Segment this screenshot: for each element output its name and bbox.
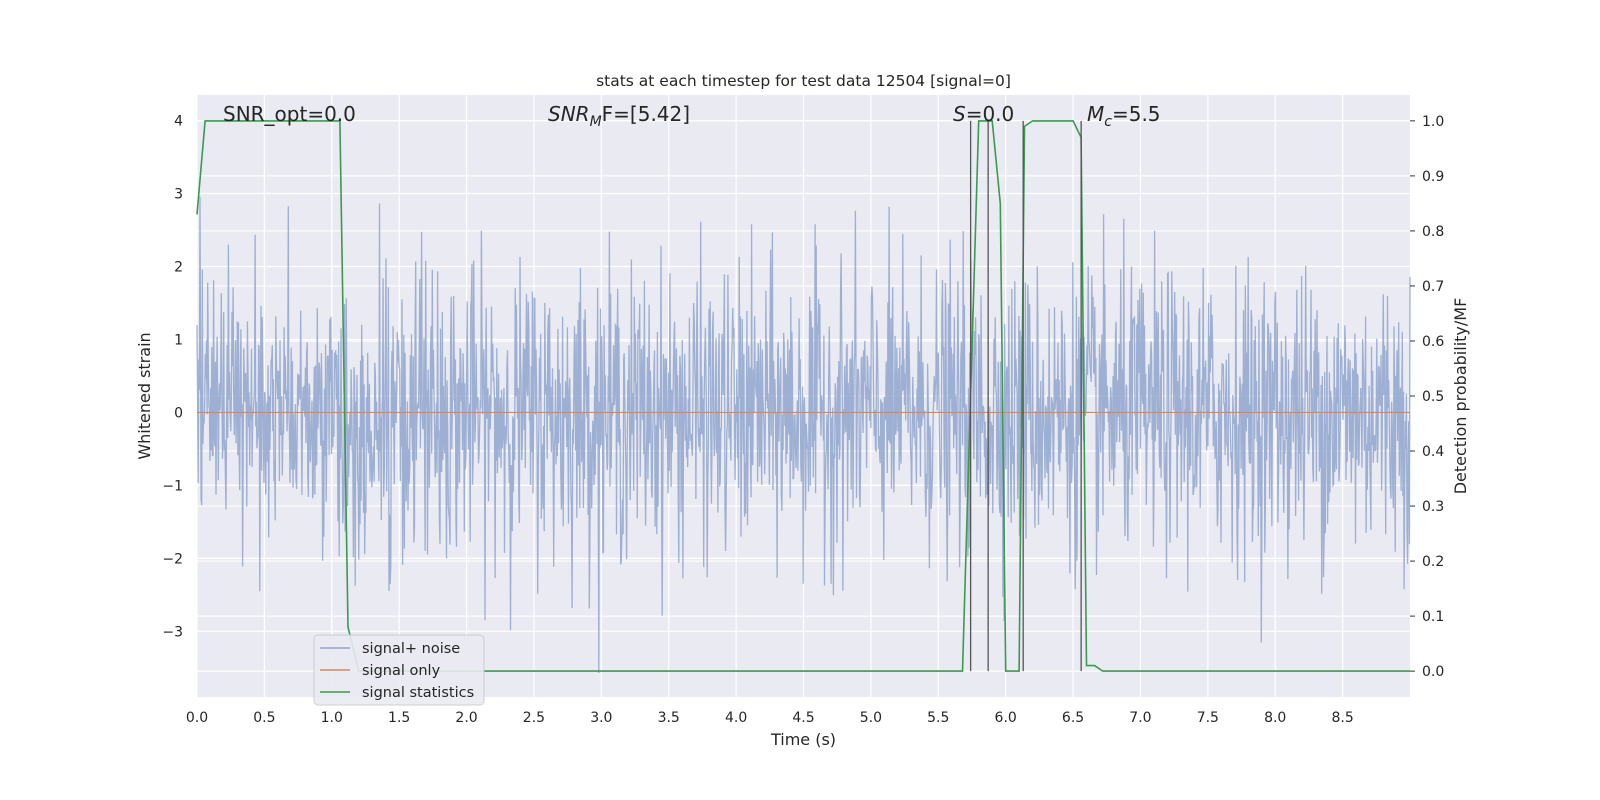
- y-tick-label-right: 0.2: [1422, 554, 1444, 570]
- y-tick-label-right: 0.1: [1422, 609, 1444, 625]
- x-tick-label: 4.0: [725, 710, 747, 726]
- y-tick-label-right: 0.8: [1422, 224, 1444, 240]
- y-tick-label-right: 0.9: [1422, 169, 1444, 185]
- vertical-markers: [969, 120, 1082, 672]
- x-tick-label: 2.5: [523, 710, 545, 726]
- y-tick-label-right: 0.3: [1422, 499, 1444, 515]
- y-tick-label-left: 2: [174, 259, 183, 275]
- annotation-mc: Mc=5.5: [1087, 102, 1161, 130]
- y-tick-label-left: 1: [174, 332, 183, 348]
- y-tick-label-right: 0.5: [1422, 389, 1444, 405]
- y-axis-label-right: Detection probability/MF: [1451, 298, 1470, 495]
- y-tick-label-left: −3: [162, 624, 183, 640]
- annotation-snr-mf: SNRMF=[5.42]: [548, 102, 690, 130]
- x-tick-label: 6.0: [995, 710, 1017, 726]
- x-tick-label: 1.5: [388, 710, 410, 726]
- s-main: S: [953, 102, 966, 126]
- chart-title: stats at each timestep for test data 125…: [596, 72, 1011, 90]
- legend-box: [313, 634, 485, 706]
- mc-main: M: [1087, 102, 1104, 126]
- x-tick-label: 4.5: [792, 710, 814, 726]
- snr-mf-sub: M: [590, 114, 602, 130]
- y-tick-label-left: −2: [162, 551, 183, 567]
- legend-entry-signal: signal only: [362, 663, 441, 679]
- y-tick-label-right: 0.7: [1422, 279, 1444, 295]
- legend: signal+ noise signal only signal statist…: [313, 634, 485, 706]
- legend-entry-noise: signal+ noise: [362, 641, 460, 657]
- s-rest: =0.0: [966, 102, 1015, 126]
- x-axis-label: Time (s): [770, 730, 836, 749]
- statistics-line: [196, 120, 1410, 672]
- x-tick-label: 6.5: [1062, 710, 1084, 726]
- x-tick-label: 0.0: [186, 710, 208, 726]
- mc-rest: =5.5: [1112, 102, 1161, 126]
- annotation-s: S=0.0: [953, 102, 1014, 126]
- tick-labels: 0.0 0.5 1.0 1.5 2.0 2.5 3.0 3.5 4.0 4.5 5.0 5.5 6.0 6…: [162, 114, 1444, 726]
- mc-sub: c: [1104, 114, 1112, 130]
- x-tick-label: 2.0: [455, 710, 477, 726]
- noise-series: [196, 196, 1411, 674]
- y-tick-label-right: 1.0: [1422, 114, 1444, 130]
- x-tick-label: 3.0: [590, 710, 612, 726]
- y-tick-label-left: 0: [174, 405, 183, 421]
- series-layer: [196, 120, 1410, 672]
- noise-line: [196, 196, 1411, 674]
- x-tick-label: 0.5: [253, 710, 275, 726]
- x-tick-label: 3.5: [658, 710, 680, 726]
- y-axis-label-left: Whitened strain: [135, 332, 154, 459]
- x-tick-label: 8.0: [1264, 710, 1286, 726]
- y-tick-label-left: 4: [174, 114, 183, 130]
- y-tick-label-right: 0.6: [1422, 334, 1444, 350]
- x-tick-label: 8.5: [1331, 710, 1353, 726]
- snr-mf-main: SNR: [548, 102, 590, 126]
- x-tick-label: 7.0: [1129, 710, 1151, 726]
- x-tick-label: 5.0: [860, 710, 882, 726]
- y-tick-label-left: 3: [174, 187, 183, 203]
- x-tick-label: 7.5: [1197, 710, 1219, 726]
- legend-entry-statistics: signal statistics: [362, 685, 474, 701]
- y-tick-label-left: −1: [162, 478, 183, 494]
- snr-mf-rest: F=[5.42]: [602, 102, 690, 126]
- x-tick-label: 5.5: [927, 710, 949, 726]
- annotation-snr-opt: SNR_opt=0.0: [223, 102, 356, 126]
- y-tick-label-right: 0.4: [1422, 444, 1444, 460]
- y-tick-label-right: 0.0: [1422, 664, 1444, 680]
- x-tick-label: 1.0: [321, 710, 343, 726]
